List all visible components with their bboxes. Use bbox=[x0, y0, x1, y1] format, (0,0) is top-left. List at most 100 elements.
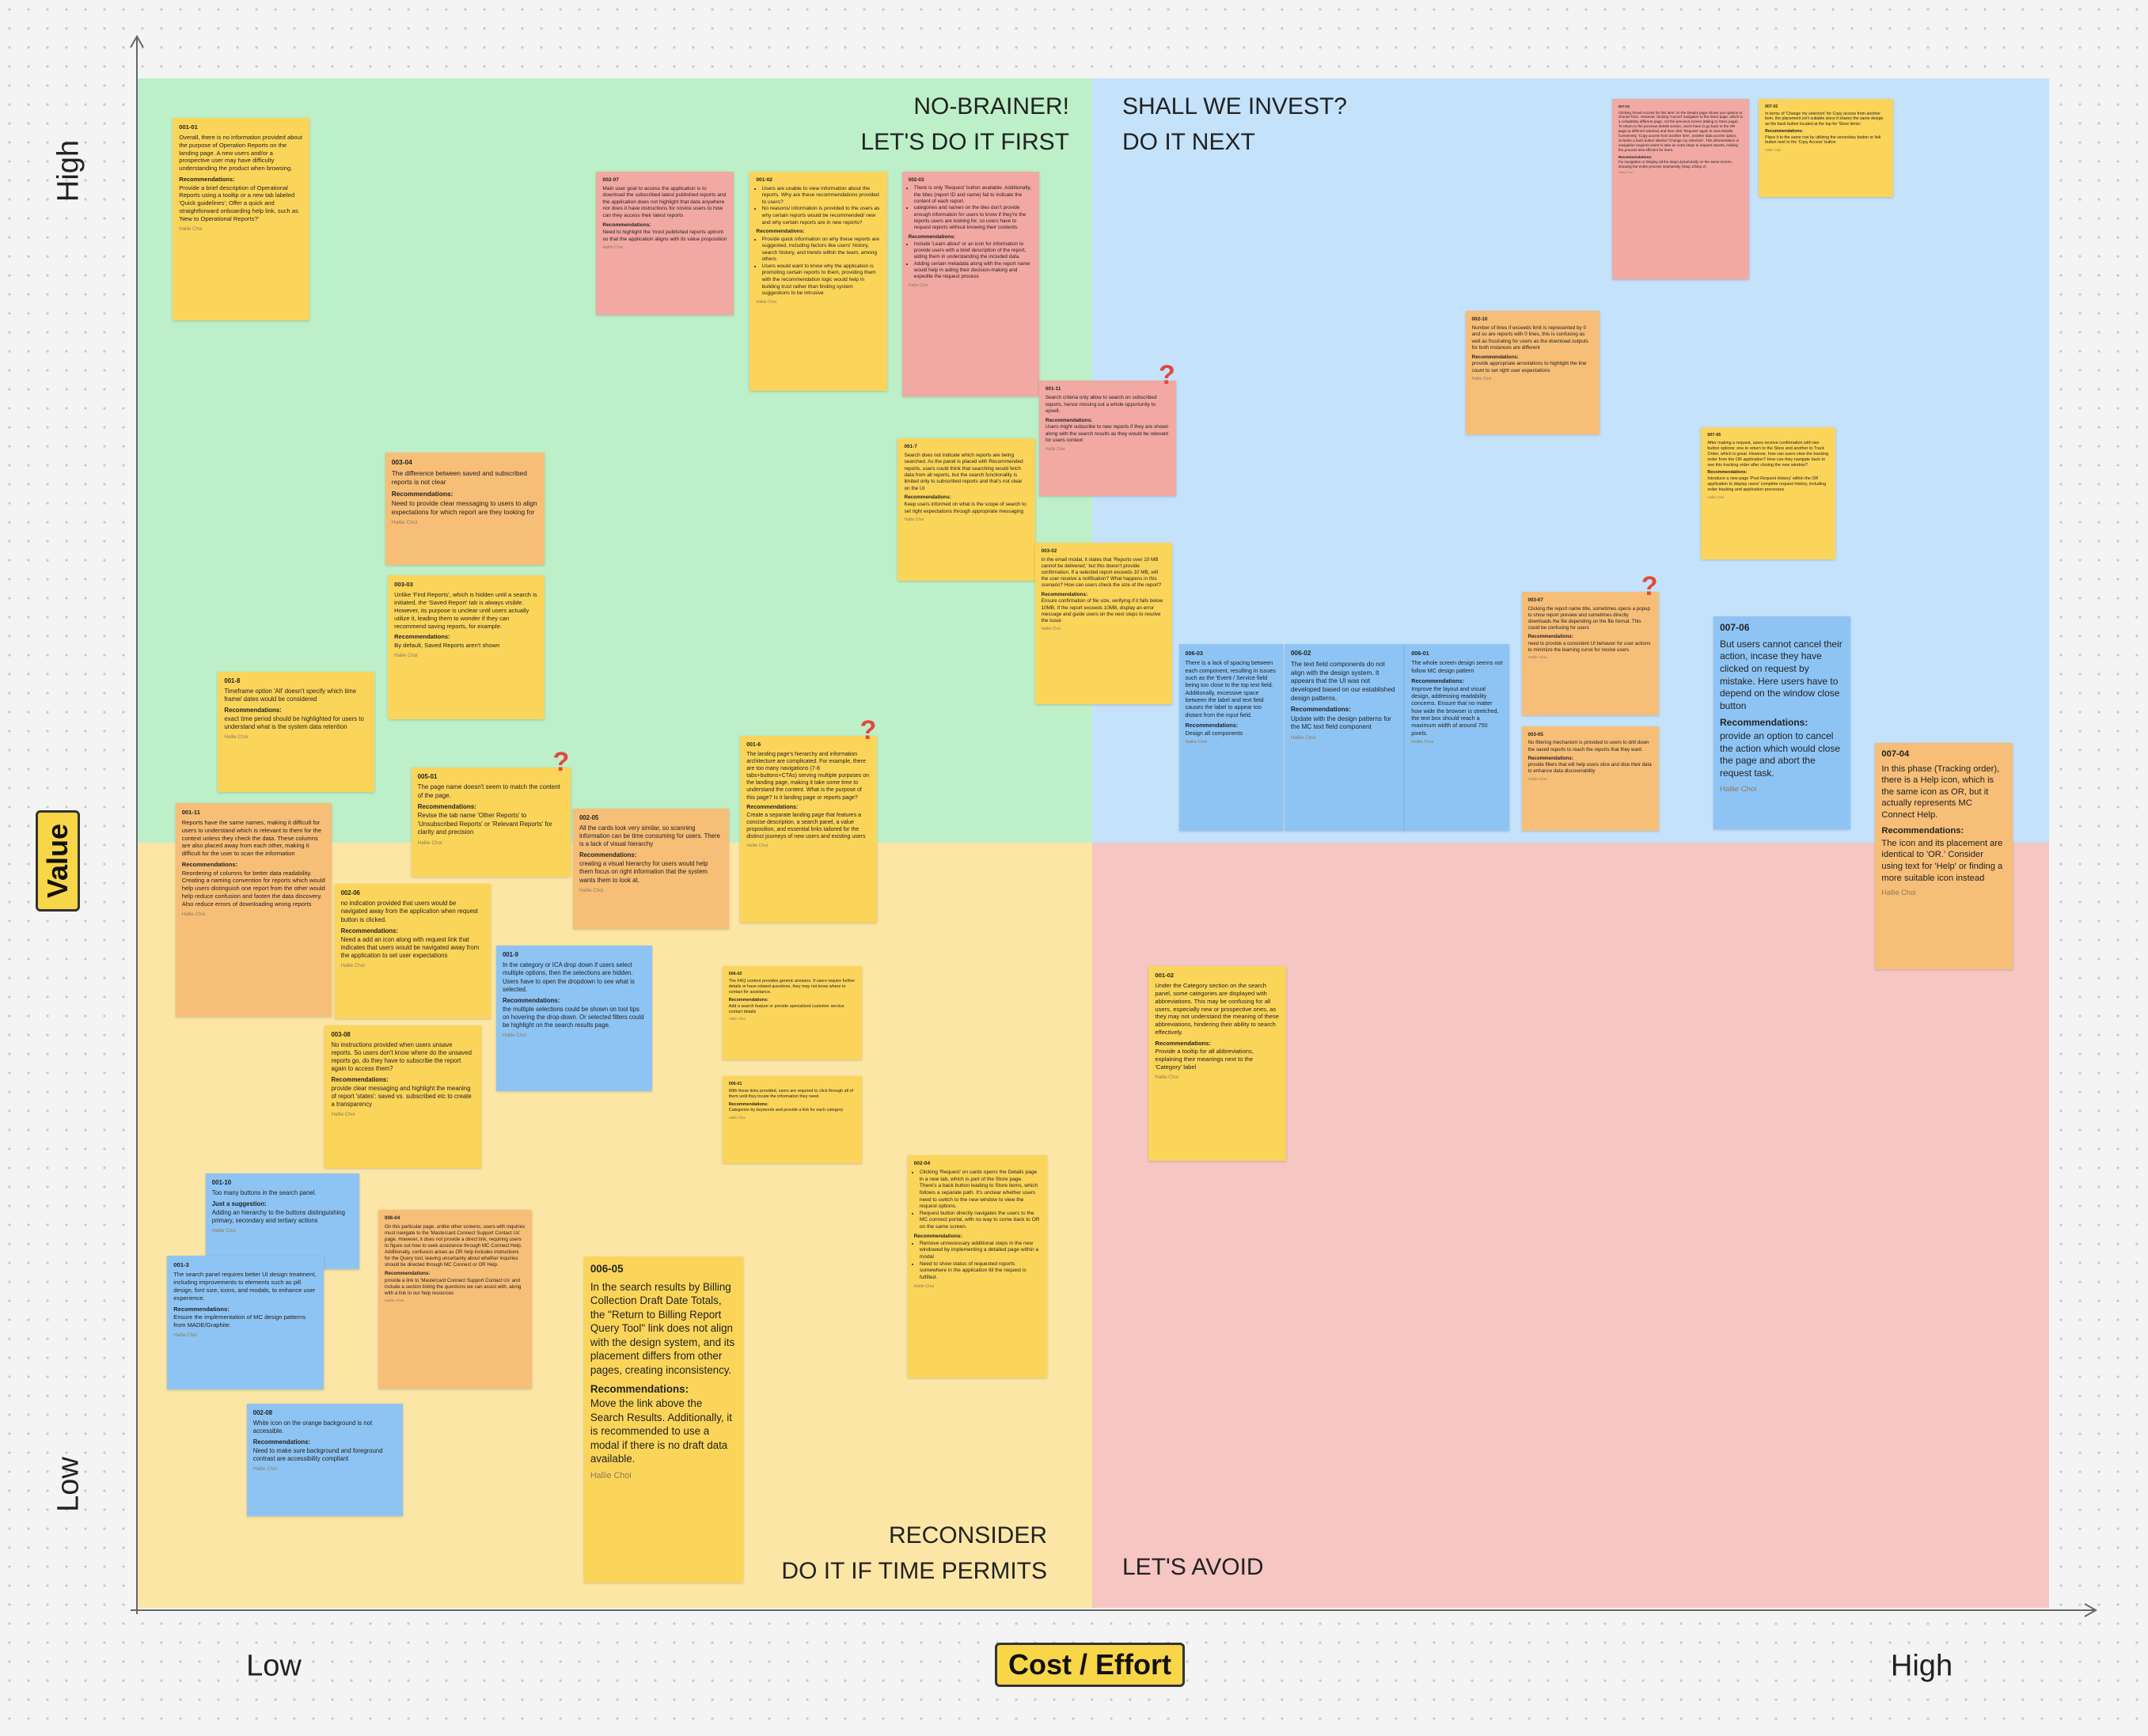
quadrant-title: NO-BRAINER! LET'S DO IT FIRST bbox=[860, 89, 1069, 160]
note-author: Hallie Choi bbox=[340, 962, 365, 968]
note-author: Hallie Choi bbox=[756, 299, 776, 305]
note-recommendation-list: Provide quick information on why these r… bbox=[756, 237, 880, 298]
note-body: The FAQ content provides generic answers… bbox=[728, 979, 856, 995]
note-recommendation: provide filters that will help users sli… bbox=[1528, 762, 1652, 775]
note-recommendation: Update with the design patterns for the … bbox=[1290, 714, 1391, 731]
note-author: Hallie Choi bbox=[579, 887, 604, 893]
note-body: There is a lack of spacing between each … bbox=[1185, 659, 1276, 718]
note-recommendation-label: Recommendations: bbox=[1411, 677, 1464, 684]
sticky-note: 003-08 No instructions provided when user… bbox=[324, 1025, 481, 1168]
sticky-note: 003-04 The difference between saved and s… bbox=[385, 452, 545, 565]
sticky-note: 001-9 In the category or ICA drop down if… bbox=[495, 946, 653, 1091]
sticky-note: 001-6 The landing page's hierarchy and in… bbox=[740, 736, 878, 923]
note-recommendation: Ensure confirmation of file size, verify… bbox=[1041, 598, 1163, 624]
quadrant-title: LET'S AVOID bbox=[1122, 1549, 1264, 1585]
note-body-list: Users are unable to view information abo… bbox=[756, 186, 880, 226]
note-recommendation-label: Recommendations: bbox=[224, 707, 282, 714]
note-id: 001-3 bbox=[173, 1260, 189, 1268]
note-author: Hallie Choi bbox=[1528, 777, 1547, 782]
sticky-note: 002-08 White icon on the orange backgroun… bbox=[246, 1403, 404, 1516]
note-recommendation-label: Recommendations: bbox=[173, 1305, 230, 1313]
note-recommendation: Reordering of columns for better data re… bbox=[181, 869, 325, 908]
note-recommendation: Adding an hierarchy to the buttons disti… bbox=[211, 1208, 345, 1224]
note-recommendation-label: Recommendations: bbox=[590, 1382, 689, 1395]
note-recommendation-label: Recommendations: bbox=[602, 222, 651, 228]
note-recommendation: Ensure the implementation of MC design p… bbox=[173, 1313, 306, 1329]
note-recommendation: Users might subscribe to new reports if … bbox=[1045, 424, 1169, 444]
note-recommendation-label: Recommendations: bbox=[181, 860, 238, 868]
note-recommendation: Create a separate landing page that feat… bbox=[746, 812, 866, 840]
note-id: 002-08 bbox=[252, 1408, 273, 1416]
quadrant-title-line: DO IT NEXT bbox=[1122, 129, 1255, 155]
note-body: Under the Category section on the search… bbox=[1155, 981, 1280, 1037]
note-recommendation-label: Recommendations: bbox=[391, 489, 454, 498]
note-body: After making a request, users receive co… bbox=[1707, 440, 1829, 468]
note-author: Hallie Choi bbox=[394, 652, 418, 658]
sticky-note: 007-02 In terms of 'Change my selection' … bbox=[1759, 98, 1893, 198]
note-id: 001-11 bbox=[1045, 386, 1061, 392]
note-recommendation: Need to highlight the 'most published re… bbox=[602, 229, 727, 242]
quadrant-title-line: DO IT IF TIME PERMITS bbox=[781, 1558, 1047, 1584]
sticky-note: 002-07 Main user goal to access the appli… bbox=[596, 171, 734, 316]
note-recommendation-item: Users would want to know why the applica… bbox=[762, 263, 881, 298]
sticky-note: 003-03 Unlike 'Find Reports', which is hi… bbox=[388, 575, 545, 720]
note-id: 001-8 bbox=[224, 677, 241, 684]
note-author: Hallie Choi bbox=[173, 1332, 197, 1338]
note-author: Hallie Choi bbox=[746, 843, 768, 848]
note-id: 003-02 bbox=[1041, 548, 1057, 554]
note-recommendation-label: Recommendations: bbox=[1720, 717, 1808, 729]
note-id: 001-7 bbox=[904, 444, 917, 450]
note-recommendation-label: Recommendations: bbox=[179, 175, 235, 183]
note-author: Hallie Choi bbox=[1707, 495, 1725, 499]
sticky-note: 007-04 In this phase (Tracking order), th… bbox=[1875, 742, 2013, 969]
note-id: 002-07 bbox=[602, 176, 619, 183]
note-id: 006-01 bbox=[728, 1081, 742, 1086]
note-id: 001-10 bbox=[211, 1178, 232, 1186]
note-recommendation-label: Just a suggestion: bbox=[211, 1200, 267, 1207]
note-body: In the email modal, it states that 'Repo… bbox=[1041, 556, 1162, 589]
note-id: 005-01 bbox=[417, 772, 438, 780]
note-author: Hallie Choi bbox=[252, 1465, 277, 1472]
sticky-note: 002-03 There is only 'Request' button ava… bbox=[901, 171, 1039, 396]
y-axis-title: Value bbox=[36, 809, 80, 912]
sticky-note: 002-10 Number of lines if exceeds limit i… bbox=[1465, 311, 1600, 435]
note-recommendation-item: Remove unnecessary additional steps in t… bbox=[920, 1241, 1041, 1261]
quadrant-title: RECONSIDER DO IT IF TIME PERMITS bbox=[781, 1518, 1047, 1589]
sticky-note: 006-03 There is a lack of spacing between… bbox=[1178, 644, 1284, 831]
note-recommendation-item: Provide quick information on why these r… bbox=[762, 237, 881, 263]
note-author: Hallie Choi bbox=[728, 1017, 746, 1022]
note-recommendation-label: Recommendations: bbox=[417, 803, 476, 811]
note-recommendation: Add a search feature or provide speciali… bbox=[728, 1003, 844, 1014]
sticky-note: 006-01 The whole screen design seems not … bbox=[1405, 644, 1509, 831]
note-recommendation-label: Recommendations: bbox=[394, 633, 450, 641]
quadrant-title-line: LET'S DO IT FIRST bbox=[860, 129, 1069, 155]
note-recommendation: exact time period should be highlighted … bbox=[224, 714, 364, 731]
note-author: Hallie Choi bbox=[1881, 888, 1916, 896]
sticky-note: 006-02 The text field components do not a… bbox=[1284, 644, 1406, 831]
note-recommendation-label: Recommendations: bbox=[728, 997, 768, 1003]
note-recommendation: Introduce a new page 'Post Request Histo… bbox=[1707, 476, 1827, 492]
sticky-note: 006-04 On this particular page, unlike ot… bbox=[378, 1210, 532, 1389]
note-recommendation-label: Recommendations: bbox=[746, 805, 799, 811]
note-id: 007-06 bbox=[1720, 622, 1750, 634]
note-body: Timeframe option 'All' doesn't specify w… bbox=[224, 687, 357, 703]
note-id: 001-02 bbox=[1155, 972, 1175, 980]
note-author: Hallie Choi bbox=[590, 1471, 632, 1481]
note-author: Hallie Choi bbox=[502, 1032, 527, 1038]
note-body: The landing page's hierarchy and informa… bbox=[746, 751, 869, 801]
note-body-list: Clicking 'Request' on cards opens the De… bbox=[914, 1169, 1042, 1230]
note-author: Hallie Choi bbox=[1041, 627, 1061, 632]
sticky-note: 001-8 Timeframe option 'All' doesn't spec… bbox=[218, 671, 374, 793]
note-recommendation-label: Recommendations: bbox=[340, 927, 398, 934]
note-recommendation-label: Recommendations: bbox=[1290, 706, 1351, 714]
note-recommendation: Move the link above the Search Results. … bbox=[590, 1397, 732, 1465]
note-body-item: Clicking 'Request' on cards opens the De… bbox=[920, 1169, 1041, 1210]
note-author: Hallie Choi bbox=[908, 282, 928, 288]
note-body: no indication provided that users would … bbox=[340, 900, 478, 923]
note-id: 003-08 bbox=[331, 1030, 351, 1038]
sticky-note: 003-07 Clicking the report name title, so… bbox=[1521, 592, 1659, 716]
note-body: The text field components do not align w… bbox=[1290, 660, 1395, 702]
quadrant-title-line: RECONSIDER bbox=[888, 1522, 1047, 1548]
sticky-note: 001-7 Search does not indicate which repo… bbox=[898, 438, 1035, 582]
note-id: 001-6 bbox=[746, 742, 761, 749]
